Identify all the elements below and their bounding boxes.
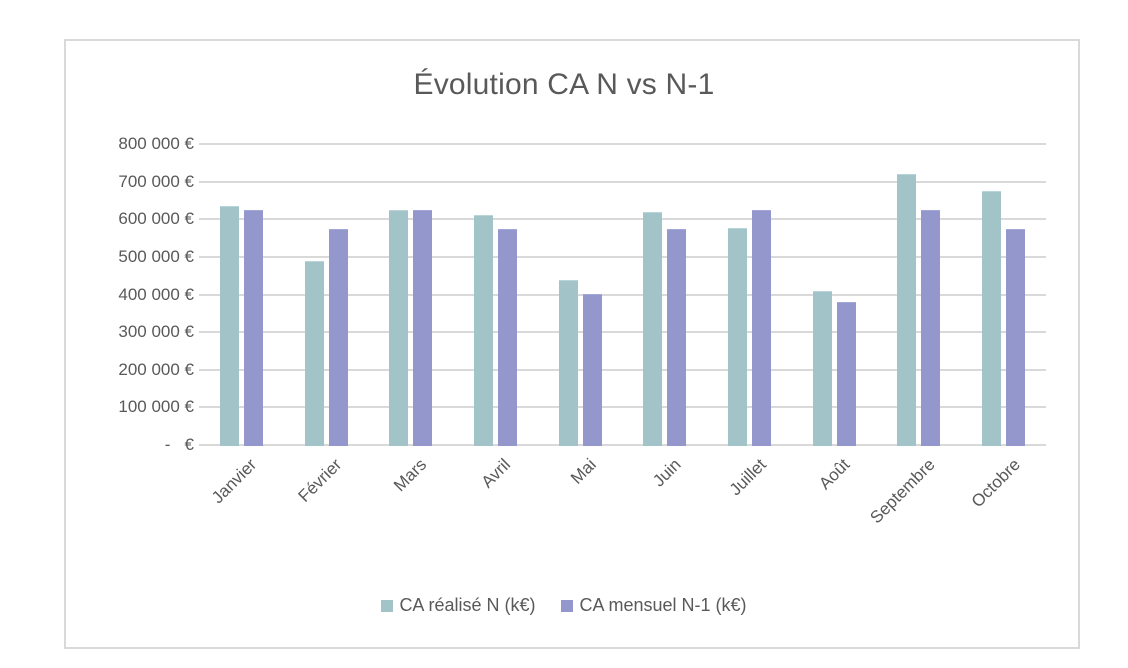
y-tick-label: 500 000 €	[118, 246, 194, 266]
bar-n-février	[304, 261, 324, 446]
y-tick-label: 700 000 €	[118, 171, 194, 191]
bar-n-1-août	[836, 301, 856, 446]
y-tick-label: 800 000 €	[118, 134, 194, 153]
bar-n-avril	[473, 215, 493, 446]
legend-swatch-n	[381, 599, 394, 612]
bar-n-1-février	[328, 229, 348, 446]
bar-n-1-janvier	[243, 209, 263, 446]
bar-n-1-mars	[413, 209, 433, 446]
y-tick-label: 100 000 €	[118, 397, 194, 417]
bar-n-août	[812, 290, 832, 446]
gridline	[199, 368, 1046, 371]
gridline	[199, 218, 1046, 221]
bar-n-1-juin	[667, 229, 687, 446]
legend-item-n-1: CA mensuel N-1 (k€)	[561, 595, 747, 616]
x-tick-label: Juin	[648, 455, 685, 491]
gridline	[199, 255, 1046, 258]
bar-n-septembre	[897, 174, 917, 446]
x-tick-label: Mars	[389, 455, 430, 496]
bar-n-janvier	[219, 205, 239, 446]
y-tick-label: - €	[164, 435, 194, 454]
x-tick-label: Avril	[478, 455, 515, 492]
x-tick-label: Juillet	[725, 455, 770, 500]
legend-swatch-n-1	[561, 599, 574, 612]
legend-label-n-1: CA mensuel N-1 (k€)	[579, 595, 747, 615]
gridline	[199, 444, 1046, 446]
x-tick-label: Octobre	[967, 455, 1024, 512]
legend-item-n: CA réalisé N (k€)	[381, 595, 535, 616]
gridline	[199, 143, 1046, 145]
bar-n-juillet	[728, 227, 748, 446]
x-tick-label: Août	[815, 455, 854, 494]
x-tick-label: Mai	[567, 455, 600, 488]
bar-n-1-octobre	[1006, 228, 1026, 446]
bar-n-1-juillet	[752, 209, 772, 446]
bar-n-mars	[389, 209, 409, 446]
x-tick-label: Septembre	[866, 455, 939, 528]
gridline	[199, 180, 1046, 183]
y-tick-label: 200 000 €	[118, 359, 194, 379]
x-tick-label: Janvier	[208, 455, 261, 508]
bar-n-1-avril	[497, 229, 517, 446]
legend: CA réalisé N (k€) CA mensuel N-1 (k€)	[0, 595, 1128, 616]
x-tick-label: Février	[294, 455, 346, 506]
y-tick-label: 600 000 €	[118, 209, 194, 229]
y-tick-label: 400 000 €	[118, 284, 194, 304]
gridline	[199, 406, 1046, 409]
chart-title: Évolution CA N vs N-1	[413, 68, 715, 101]
y-tick-label: 300 000 €	[118, 322, 194, 342]
bar-n-1-septembre	[921, 209, 941, 446]
bar-n-octobre	[982, 190, 1002, 446]
bar-n-1-mai	[582, 293, 602, 446]
gridline	[199, 331, 1046, 334]
bar-n-juin	[643, 211, 663, 446]
bar-n-mai	[558, 279, 578, 446]
legend-label-n: CA réalisé N (k€)	[399, 595, 536, 615]
gridline	[199, 293, 1046, 296]
